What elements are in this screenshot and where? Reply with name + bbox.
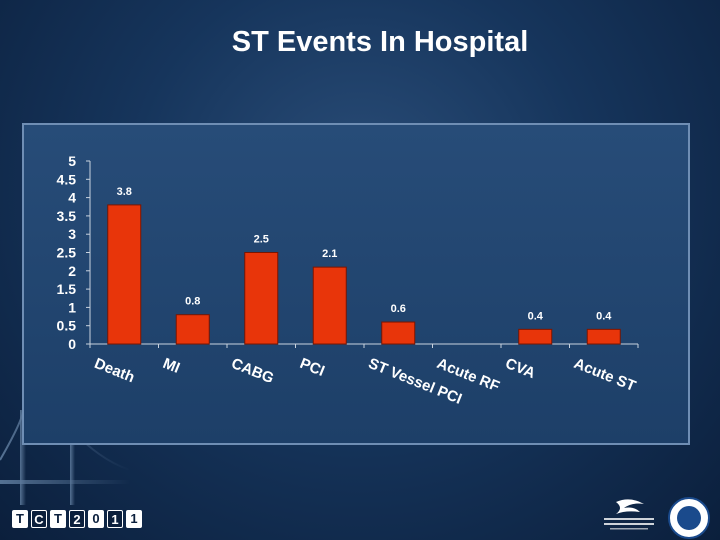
- category-label: PCI: [297, 355, 327, 380]
- data-label: 0.4: [528, 310, 544, 322]
- y-tick-label: 2.5: [57, 245, 77, 261]
- bar: [312, 266, 347, 345]
- slide-title: ST Events In Hospital: [231, 26, 529, 58]
- tct-logo-letter: 1: [126, 510, 142, 528]
- bar: [586, 328, 621, 345]
- bar-chart: 0 0.5 1 1.5 2 2.5 3 3.5 4 4.5 5 3.8 Death 0.8 MI 2.5 CAB…: [57, 153, 639, 408]
- university-logo: [604, 499, 654, 530]
- y-tick-label: 2: [68, 263, 76, 279]
- y-tick-label: 0.5: [57, 318, 77, 334]
- y-tick-label: 4.5: [57, 171, 77, 187]
- tct-logo-letter: C: [31, 510, 47, 528]
- bar: [175, 314, 210, 345]
- y-tick-label: 3.5: [57, 208, 77, 224]
- bar: [381, 321, 416, 345]
- tct-logo-letter: 0: [88, 510, 104, 528]
- seal-emblem: [677, 506, 701, 530]
- data-label: 0.8: [185, 296, 200, 308]
- category-label: MI: [160, 355, 182, 377]
- data-label: 0.4: [596, 310, 612, 322]
- y-tick-label: 1.5: [57, 281, 77, 297]
- y-tick-label: 3: [68, 226, 76, 242]
- tct-logo-letter: 1: [107, 510, 123, 528]
- category-label: CABG: [229, 355, 276, 387]
- tct-logo-letter: T: [50, 510, 66, 528]
- category-label: Death: [92, 355, 137, 386]
- bar: [518, 328, 553, 345]
- category-label: Acute ST: [571, 355, 638, 395]
- chart-panel: 0 0.5 1 1.5 2 2.5 3 3.5 4 4.5 5 3.8 Death 0.8 MI 2.5 CAB…: [22, 123, 690, 445]
- y-tick-label: 1: [68, 299, 76, 315]
- data-label: 2.1: [322, 248, 337, 260]
- data-label: 2.5: [254, 234, 269, 246]
- heart-association-seal: [668, 497, 710, 539]
- data-label: 0.6: [391, 303, 406, 315]
- tct-logo-letter: T: [12, 510, 28, 528]
- category-label: CVA: [503, 355, 538, 382]
- bar: [107, 204, 142, 345]
- tct-logo-letter: 2: [69, 510, 85, 528]
- y-tick-label: 4: [68, 190, 76, 206]
- y-tick-label: 0: [68, 336, 76, 352]
- y-tick-label: 5: [68, 153, 76, 169]
- data-label: 3.8: [117, 186, 132, 198]
- bar: [244, 252, 279, 345]
